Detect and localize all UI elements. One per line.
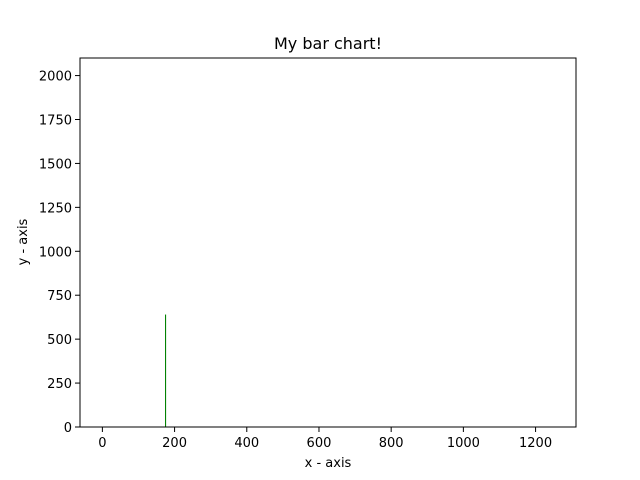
y-axis-label: y - axis [16, 218, 31, 265]
y-tick-label-1500: 1500 [39, 157, 72, 172]
bars-layer [165, 314, 167, 427]
y-tick-label-750: 750 [47, 289, 72, 304]
y-tick-label-250: 250 [47, 377, 72, 392]
y-axis-ticks: 0 250 500 750 1000 1250 1500 1750 2000 [39, 70, 80, 436]
bar-0 [165, 314, 167, 427]
y-tick-label-1250: 1250 [39, 201, 72, 216]
y-tick-label-1750: 1750 [39, 114, 72, 129]
plot-area-frame [79, 57, 577, 428]
x-tick-label-1200: 1200 [519, 436, 552, 451]
y-tick-label-2000: 2000 [39, 70, 72, 85]
y-tick-label-1000: 1000 [39, 245, 72, 260]
x-axis-label: x - axis [305, 456, 352, 471]
x-tick-label-0: 0 [98, 436, 106, 451]
y-tick-label-0: 0 [64, 421, 72, 436]
y-tick-label-500: 500 [47, 333, 72, 348]
x-axis-ticks: 0 200 400 600 800 1000 1200 [98, 427, 552, 451]
x-tick-label-400: 400 [234, 436, 259, 451]
x-tick-label-600: 600 [307, 436, 332, 451]
chart-title: My bar chart! [274, 34, 382, 53]
x-tick-label-1000: 1000 [447, 436, 480, 451]
x-tick-label-800: 800 [379, 436, 404, 451]
x-tick-label-200: 200 [162, 436, 187, 451]
